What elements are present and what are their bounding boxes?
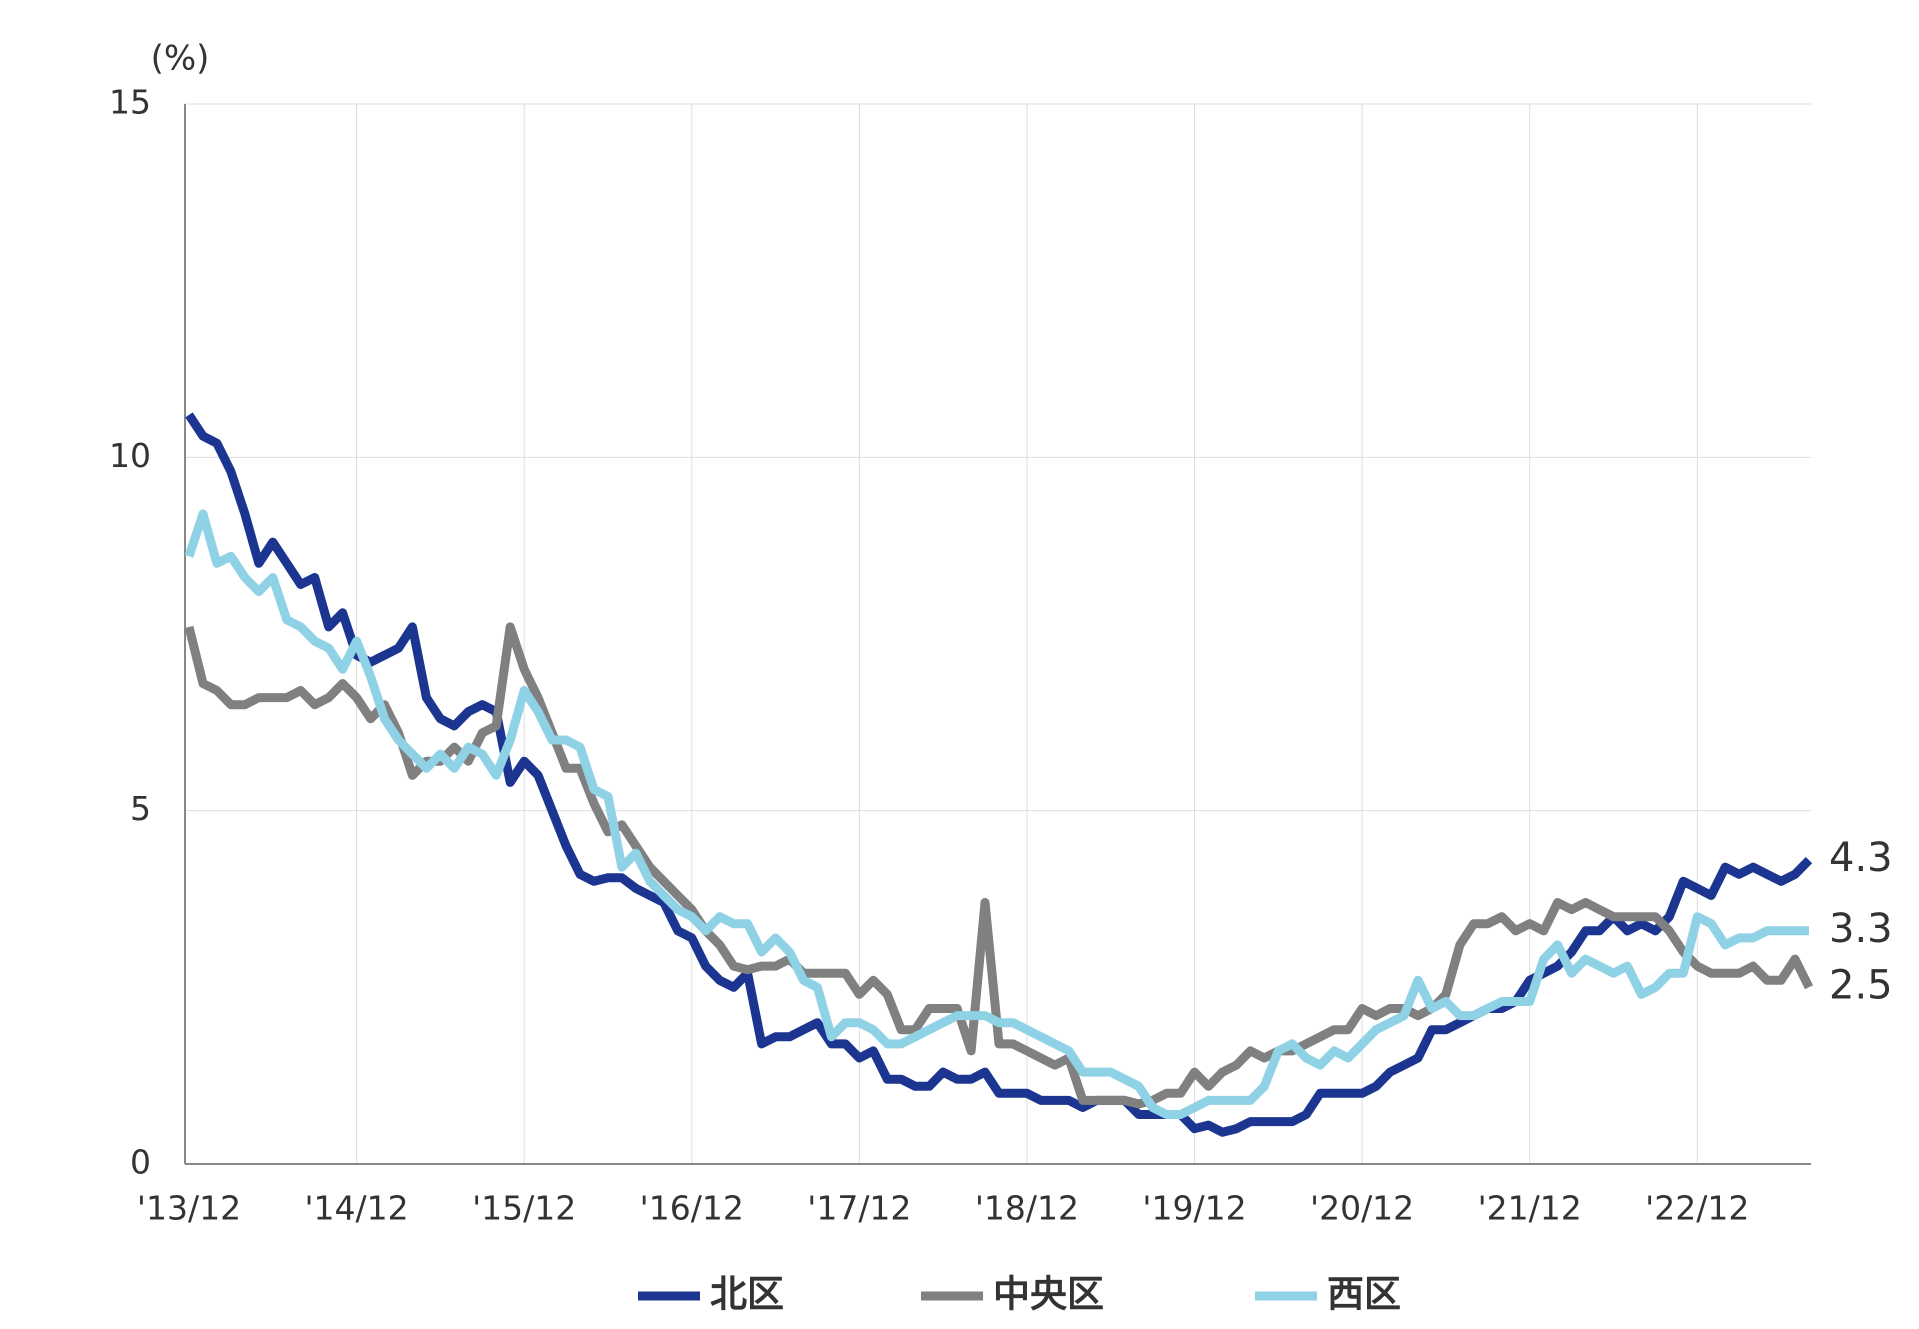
x-tick-label: '17/12 (807, 1189, 911, 1228)
end-value-label: 4.3 (1829, 835, 1893, 881)
x-tick-label: '20/12 (1310, 1189, 1414, 1228)
x-tick-label: '14/12 (304, 1189, 408, 1228)
x-tick-label: '16/12 (640, 1189, 744, 1228)
y-tick-label: 0 (130, 1143, 151, 1182)
series-line (184, 509, 1809, 1119)
x-tick-label: '13/12 (137, 1189, 241, 1228)
x-tick-label: '15/12 (472, 1189, 576, 1228)
legend-label: 中央区 (993, 1273, 1104, 1316)
end-value-label: 2.5 (1829, 962, 1893, 1008)
series-line (184, 622, 1814, 1109)
legend-label: 北区 (710, 1273, 784, 1316)
legend-label: 西区 (1327, 1273, 1401, 1316)
y-tick-label: 15 (109, 83, 151, 122)
x-tick-label: '21/12 (1478, 1189, 1582, 1228)
x-tick-label: '18/12 (975, 1189, 1079, 1228)
end-value-label: 3.3 (1829, 906, 1893, 952)
x-tick-label: '22/12 (1645, 1189, 1749, 1228)
y-axis-label: (%) (151, 39, 210, 79)
y-tick-label: 10 (109, 436, 151, 475)
y-tick-label: 5 (130, 789, 151, 828)
x-tick-label: '19/12 (1142, 1189, 1246, 1228)
